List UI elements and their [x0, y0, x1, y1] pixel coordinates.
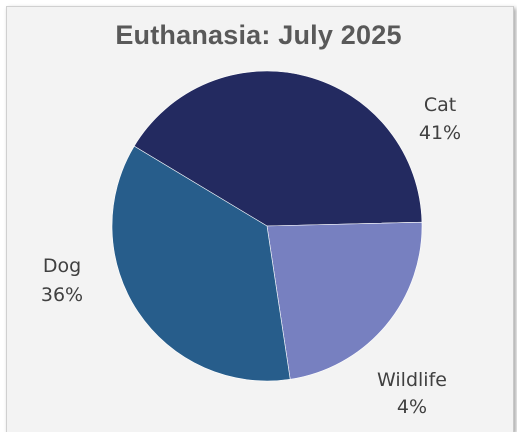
slice-label-wildlife: Wildlife: [377, 369, 447, 391]
pie-slices: [111, 70, 423, 382]
pie-labels: Cat 41% Wildlife 4% Dog 36%: [41, 94, 461, 418]
pie-slice-cat: [133, 70, 423, 227]
pie-slice-dog: [111, 145, 291, 382]
chart-title: Euthanasia: July 2025: [115, 20, 402, 50]
slice-percent-wildlife: 4%: [397, 396, 427, 418]
pie-slice-wildlife: [266, 221, 423, 380]
slice-percent-dog: 36%: [41, 284, 83, 306]
slice-label-dog: Dog: [43, 255, 81, 277]
slice-label-cat: Cat: [424, 94, 456, 116]
slice-percent-cat: 41%: [419, 122, 461, 144]
